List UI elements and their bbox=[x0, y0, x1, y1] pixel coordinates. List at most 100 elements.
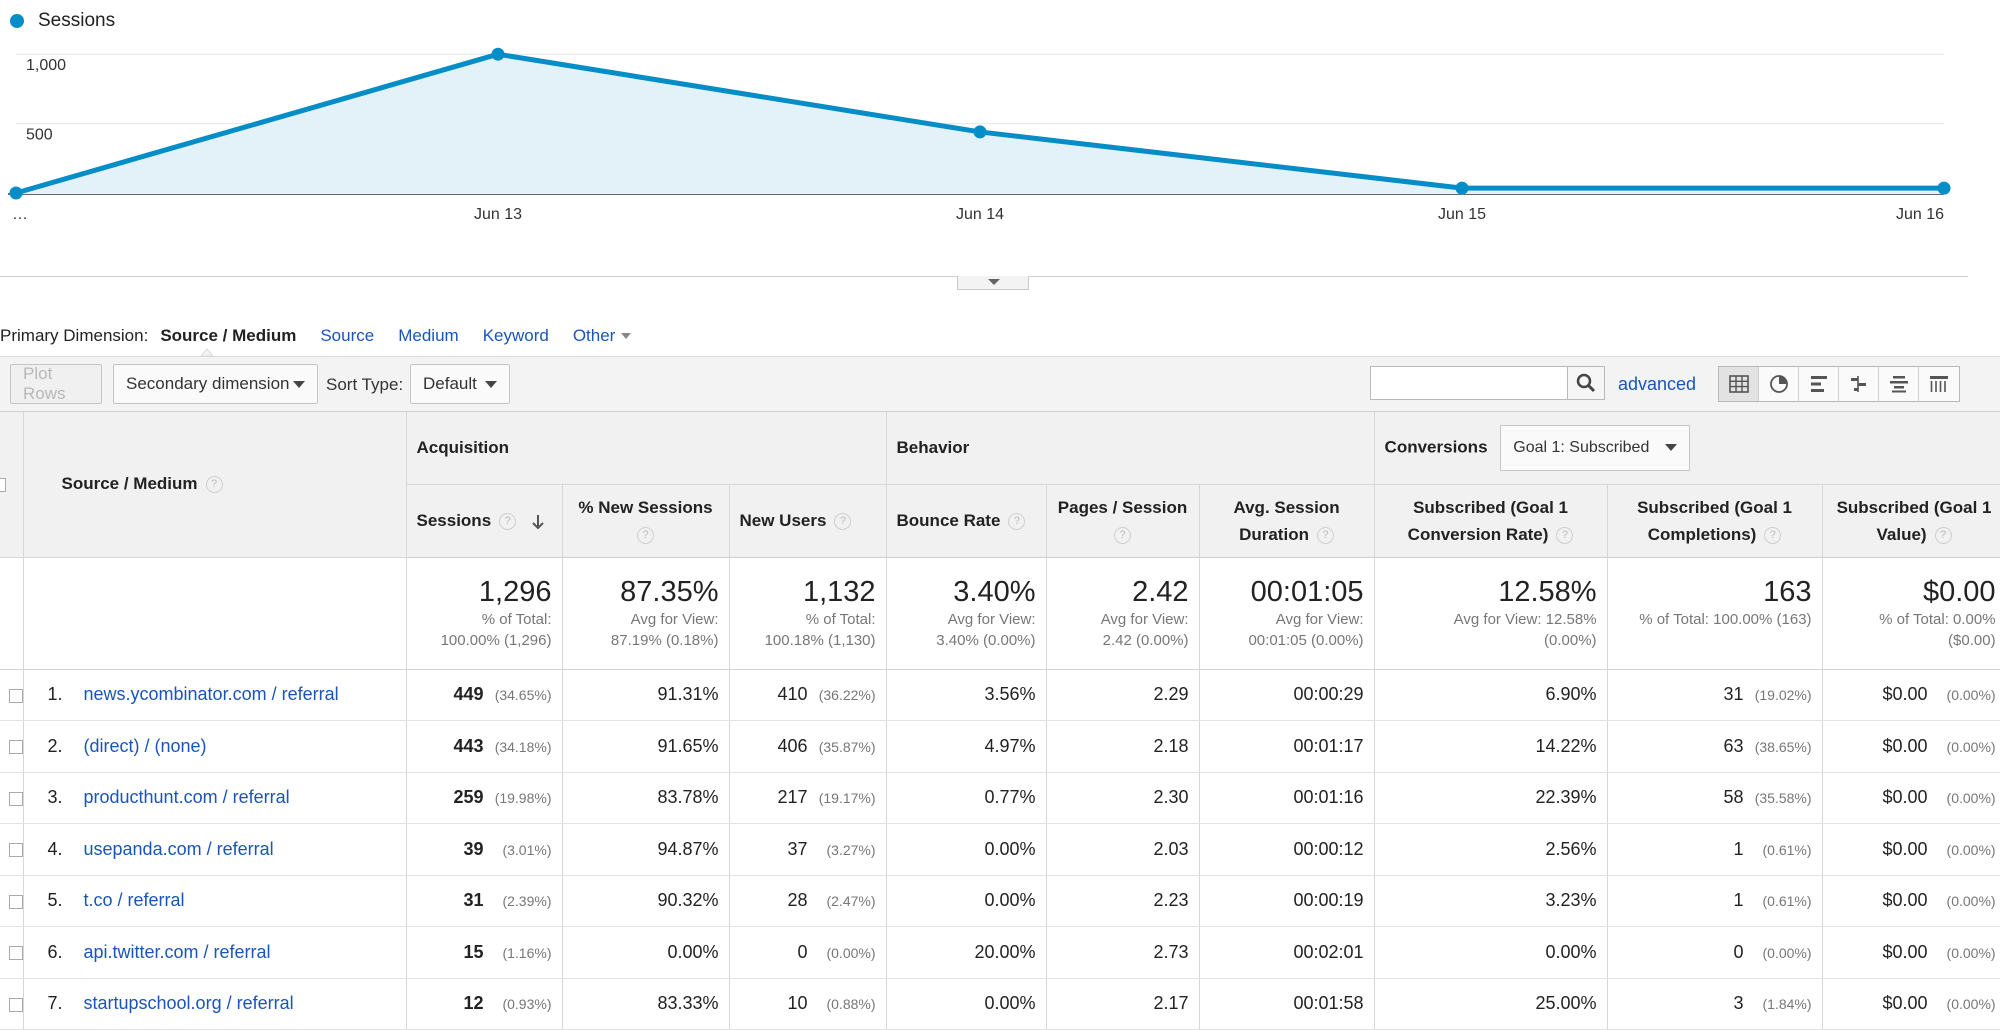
help-icon[interactable]: ? bbox=[205, 476, 223, 494]
legend-label: Sessions bbox=[38, 10, 116, 31]
data-point[interactable] bbox=[973, 125, 987, 139]
row-checkbox[interactable] bbox=[8, 894, 23, 909]
col-header-new-users[interactable]: New Users? bbox=[729, 484, 887, 558]
row-checkbox[interactable] bbox=[8, 997, 23, 1012]
help-icon[interactable]: ? bbox=[1764, 526, 1782, 544]
primary-dimension-other[interactable]: Other bbox=[573, 326, 632, 346]
help-icon[interactable]: ? bbox=[499, 513, 517, 531]
row-sessions-value: 443 bbox=[453, 735, 484, 756]
total-sub: ($0.00) bbox=[1948, 631, 1996, 649]
help-icon[interactable]: ? bbox=[1556, 526, 1574, 544]
term-cloud-view-button[interactable] bbox=[1879, 367, 1919, 401]
row-dimension-link[interactable]: producthunt.com / referral bbox=[83, 787, 290, 808]
col-header-value[interactable]: Subscribed (Goal 1 Value)? bbox=[1822, 484, 2000, 558]
row-sessions-pct: (3.01%) bbox=[502, 841, 552, 858]
row-select-cell[interactable] bbox=[0, 978, 24, 1030]
row-dimension: 6. api.twitter.com / referral bbox=[23, 926, 407, 979]
table-row[interactable]: 4. usepanda.com / referral 39 (3.01%) 94.87%… bbox=[0, 823, 2000, 876]
plot-rows-button[interactable]: Plot Rows bbox=[10, 364, 102, 404]
plot-rows-label: Plot Rows bbox=[23, 364, 66, 403]
row-dimension-link[interactable]: startupschool.org / referral bbox=[83, 993, 294, 1014]
advanced-filter-link[interactable]: advanced bbox=[1618, 374, 1697, 394]
data-point[interactable] bbox=[1937, 181, 1951, 195]
row-value: $0.00 (0.00%) bbox=[1822, 669, 2000, 721]
row-sessions-value: 15 bbox=[463, 941, 484, 962]
select-all-header[interactable] bbox=[0, 412, 24, 558]
table-row[interactable]: 3. producthunt.com / referral 259 (19.98%) 8… bbox=[0, 772, 2000, 824]
row-select-cell[interactable] bbox=[0, 720, 24, 773]
total-avg-duration: 00:01:05 Avg for View: 00:01:05 (0.00%) bbox=[1199, 557, 1375, 670]
row-avg-duration: 00:00:12 bbox=[1199, 823, 1375, 876]
comparison-view-button[interactable] bbox=[1839, 367, 1879, 401]
help-icon[interactable]: ? bbox=[637, 526, 654, 544]
help-icon[interactable]: ? bbox=[1008, 513, 1026, 531]
col-header-bounce-rate[interactable]: Bounce Rate? bbox=[886, 484, 1047, 558]
secondary-dimension-dropdown[interactable]: Secondary dimension bbox=[113, 364, 318, 404]
help-icon[interactable]: ? bbox=[1934, 526, 1952, 544]
table-view-button[interactable] bbox=[1719, 367, 1759, 401]
primary-dimension-keyword[interactable]: Keyword bbox=[482, 326, 549, 345]
row-dimension-link[interactable]: news.ycombinator.com / referral bbox=[83, 684, 339, 705]
table-row[interactable]: 6. api.twitter.com / referral 15 (1.16%) 0.0… bbox=[0, 926, 2000, 979]
bar-view-button[interactable] bbox=[1799, 367, 1839, 401]
help-icon[interactable]: ? bbox=[1316, 526, 1334, 544]
row-checkbox[interactable] bbox=[8, 843, 23, 857]
row-dimension-link[interactable]: api.twitter.com / referral bbox=[83, 941, 271, 962]
col-header-conv-rate[interactable]: Subscribed (Goal 1 Conversion Rate)? bbox=[1374, 484, 1608, 558]
table-row[interactable]: 2. (direct) / (none) 443 (34.18%) 91.65% 406 (… bbox=[0, 720, 2000, 773]
row-sessions-value: 31 bbox=[463, 890, 484, 911]
col-header-completions[interactable]: Subscribed (Goal 1 Completions)? bbox=[1607, 484, 1823, 558]
goal-select-value: Goal 1: Subscribed bbox=[1513, 438, 1650, 456]
chevron-down-icon bbox=[485, 380, 497, 388]
row-avg-duration: 00:01:17 bbox=[1199, 720, 1375, 773]
goal-select-dropdown[interactable]: Goal 1: Subscribed bbox=[1500, 424, 1691, 471]
col-header-avg-duration[interactable]: Avg. Session Duration? bbox=[1199, 484, 1375, 558]
row-avg-duration: 00:02:01 bbox=[1199, 926, 1375, 979]
primary-dimension-medium[interactable]: Medium bbox=[398, 326, 459, 345]
row-dimension-link[interactable]: t.co / referral bbox=[83, 890, 185, 911]
row-sessions-pct: (34.65%) bbox=[494, 687, 552, 704]
primary-dimension-source[interactable]: Source bbox=[320, 326, 375, 345]
col-header-sessions[interactable]: Sessions? bbox=[406, 484, 563, 558]
data-point[interactable] bbox=[1455, 181, 1469, 195]
row-value-value: $0.00 bbox=[1882, 735, 1928, 756]
row-checkbox[interactable] bbox=[8, 791, 23, 806]
chart-legend[interactable]: Sessions bbox=[10, 10, 115, 32]
chart-collapse-handle[interactable] bbox=[957, 276, 1029, 290]
row-checkbox[interactable] bbox=[8, 740, 23, 754]
y-tick-label: 500 bbox=[26, 127, 53, 144]
row-completions: 0 (0.00%) bbox=[1607, 926, 1823, 979]
row-value: $0.00 (0.00%) bbox=[1822, 978, 2000, 1030]
row-select-cell[interactable] bbox=[0, 823, 24, 876]
table-search-input[interactable] bbox=[1370, 366, 1568, 400]
col-header-new-sessions[interactable]: % New Sessions? bbox=[562, 484, 730, 558]
row-checkbox[interactable] bbox=[8, 946, 23, 960]
row-select-cell[interactable] bbox=[0, 772, 24, 824]
row-completions-value: 0 bbox=[1733, 941, 1744, 962]
pivot-view-button[interactable] bbox=[1919, 367, 1959, 401]
row-dimension-link[interactable]: usepanda.com / referral bbox=[83, 838, 274, 859]
sort-type-dropdown[interactable]: Default bbox=[410, 364, 510, 404]
table-row[interactable]: 7. startupschool.org / referral 12 (0.93%) 8… bbox=[0, 978, 2000, 1030]
row-completions-value: 3 bbox=[1733, 993, 1744, 1014]
row-sessions: 31 (2.39%) bbox=[406, 875, 563, 927]
col-header-pages-session[interactable]: Pages / Session? bbox=[1046, 484, 1200, 558]
row-select-cell[interactable] bbox=[0, 875, 24, 927]
table-row[interactable]: 1. news.ycombinator.com / referral 449 (34.… bbox=[0, 669, 2000, 721]
row-select-cell[interactable] bbox=[0, 926, 24, 979]
select-all-checkbox[interactable] bbox=[0, 477, 6, 492]
row-select-cell[interactable] bbox=[0, 669, 24, 721]
row-new-users-pct: (2.47%) bbox=[826, 893, 876, 910]
data-point[interactable] bbox=[9, 186, 23, 200]
term-cloud-view-icon bbox=[1889, 376, 1908, 393]
row-checkbox[interactable] bbox=[8, 688, 23, 703]
search-button[interactable] bbox=[1567, 366, 1605, 400]
help-icon[interactable]: ? bbox=[834, 513, 852, 531]
x-tick-label: Jun 15 bbox=[1438, 206, 1486, 223]
data-point[interactable] bbox=[491, 47, 505, 61]
row-dimension-link[interactable]: (direct) / (none) bbox=[83, 735, 207, 756]
pie-view-button[interactable] bbox=[1759, 367, 1799, 401]
table-row[interactable]: 5. t.co / referral 31 (2.39%) 90.32% 28 (2.47%… bbox=[0, 875, 2000, 927]
help-icon[interactable]: ? bbox=[1114, 526, 1132, 544]
search-icon bbox=[1576, 373, 1596, 393]
